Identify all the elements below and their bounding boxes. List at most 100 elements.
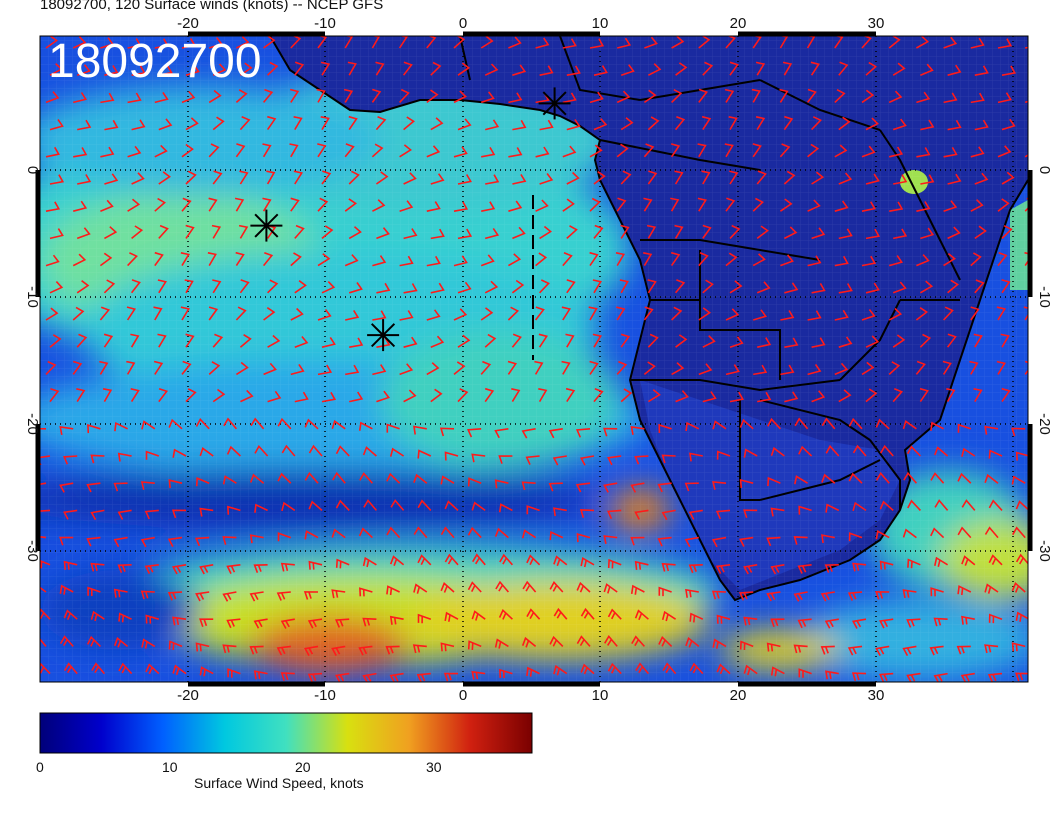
wind-barb bbox=[90, 454, 105, 464]
wind-barb bbox=[376, 390, 391, 403]
wind-barb bbox=[997, 38, 1013, 49]
wind-barb bbox=[77, 174, 92, 185]
wind-barb bbox=[834, 88, 846, 103]
wind-barb bbox=[40, 536, 47, 539]
wind-barb bbox=[263, 36, 276, 49]
wind-barb bbox=[1015, 611, 1028, 622]
wind-barb bbox=[811, 390, 826, 403]
wind-barb bbox=[616, 197, 627, 212]
wind-barb bbox=[72, 306, 85, 321]
wind-barb bbox=[386, 472, 401, 484]
wind-barb bbox=[104, 173, 119, 185]
wind-barb bbox=[766, 642, 781, 652]
wind-barb bbox=[739, 536, 754, 547]
wind-barb bbox=[457, 118, 472, 131]
wind-barb bbox=[321, 281, 336, 294]
wind-barb bbox=[806, 36, 816, 49]
wind-barb bbox=[607, 662, 622, 675]
wind-barb bbox=[118, 612, 132, 623]
wind-barb bbox=[308, 560, 323, 570]
wind-barb bbox=[485, 174, 500, 185]
wind-barb bbox=[249, 591, 264, 602]
wind-barb bbox=[752, 143, 762, 158]
wind-barb bbox=[263, 307, 276, 321]
wind-barb bbox=[580, 607, 595, 620]
wind-barb bbox=[631, 635, 645, 647]
wind-barb bbox=[317, 36, 328, 49]
wind-barb bbox=[331, 589, 346, 599]
wind-barb bbox=[321, 391, 337, 403]
wind-barb bbox=[413, 473, 428, 484]
wind-barb bbox=[45, 91, 60, 104]
wind-barb bbox=[739, 418, 754, 430]
wind-barb bbox=[185, 170, 197, 185]
wind-barb bbox=[635, 662, 650, 675]
wind-barb bbox=[671, 306, 683, 321]
wind-barb bbox=[86, 635, 101, 647]
wind-barb bbox=[185, 388, 197, 403]
wind-barb bbox=[688, 509, 703, 520]
wind-barb bbox=[729, 224, 741, 239]
wind-barb bbox=[118, 662, 133, 675]
wind-barb bbox=[553, 665, 568, 676]
wind-barb bbox=[561, 360, 571, 375]
wind-barb bbox=[588, 306, 598, 321]
wind-barb bbox=[702, 279, 714, 294]
wind-barb bbox=[317, 364, 333, 376]
wind-barb bbox=[807, 363, 822, 376]
wind-barb bbox=[317, 143, 327, 158]
wind-barb bbox=[865, 228, 881, 240]
wind-barb bbox=[1011, 475, 1026, 485]
wind-barb bbox=[49, 228, 64, 240]
wind-barb bbox=[426, 255, 441, 267]
wind-barb bbox=[724, 88, 735, 103]
wind-barb bbox=[620, 64, 635, 76]
wind-barb bbox=[1001, 65, 1017, 76]
wind-barb bbox=[970, 199, 984, 212]
wind-barb bbox=[930, 527, 945, 539]
wind-barb bbox=[250, 417, 265, 430]
frame-ticks bbox=[35, 31, 1033, 687]
wind-barb bbox=[756, 225, 769, 240]
wind-barb bbox=[158, 118, 173, 131]
wind-barb bbox=[181, 37, 196, 49]
wind-barb bbox=[332, 471, 346, 484]
wind-barb bbox=[413, 526, 428, 539]
wind-barb bbox=[171, 509, 187, 519]
wind-barb bbox=[539, 225, 552, 240]
wind-barb bbox=[371, 36, 381, 49]
wind-barb bbox=[711, 536, 727, 548]
wind-barb bbox=[620, 388, 633, 403]
wind-barb bbox=[104, 119, 119, 131]
wind-barb bbox=[87, 424, 101, 434]
wind-barb bbox=[413, 583, 428, 594]
wind-barb bbox=[852, 562, 867, 572]
wind-barb bbox=[647, 170, 658, 185]
wind-barb bbox=[783, 170, 796, 185]
wind-barb bbox=[593, 224, 604, 239]
wind-barb bbox=[277, 472, 292, 484]
wind-barb bbox=[304, 418, 319, 430]
wind-barb bbox=[906, 618, 921, 628]
wind-barb bbox=[266, 170, 276, 185]
wind-barb bbox=[358, 421, 373, 431]
wind-barb bbox=[834, 36, 844, 49]
wind-barb bbox=[426, 89, 439, 104]
wind-barb bbox=[113, 536, 128, 548]
wind-barb bbox=[752, 197, 764, 212]
wind-barb bbox=[607, 509, 622, 520]
wind-barb bbox=[647, 389, 661, 403]
wind-barb bbox=[481, 147, 496, 158]
wind-barb bbox=[140, 590, 155, 600]
wind-barb bbox=[289, 88, 300, 103]
wind-barb bbox=[280, 618, 295, 629]
wind-barb bbox=[375, 61, 385, 76]
wind-barb bbox=[729, 170, 739, 185]
wind-barb bbox=[262, 251, 274, 267]
wind-barb bbox=[372, 364, 387, 376]
wind-barb bbox=[1023, 306, 1028, 321]
wind-barb bbox=[294, 335, 309, 348]
wind-barb bbox=[100, 92, 115, 104]
wind-barb bbox=[59, 635, 74, 647]
wind-barb bbox=[539, 279, 550, 294]
